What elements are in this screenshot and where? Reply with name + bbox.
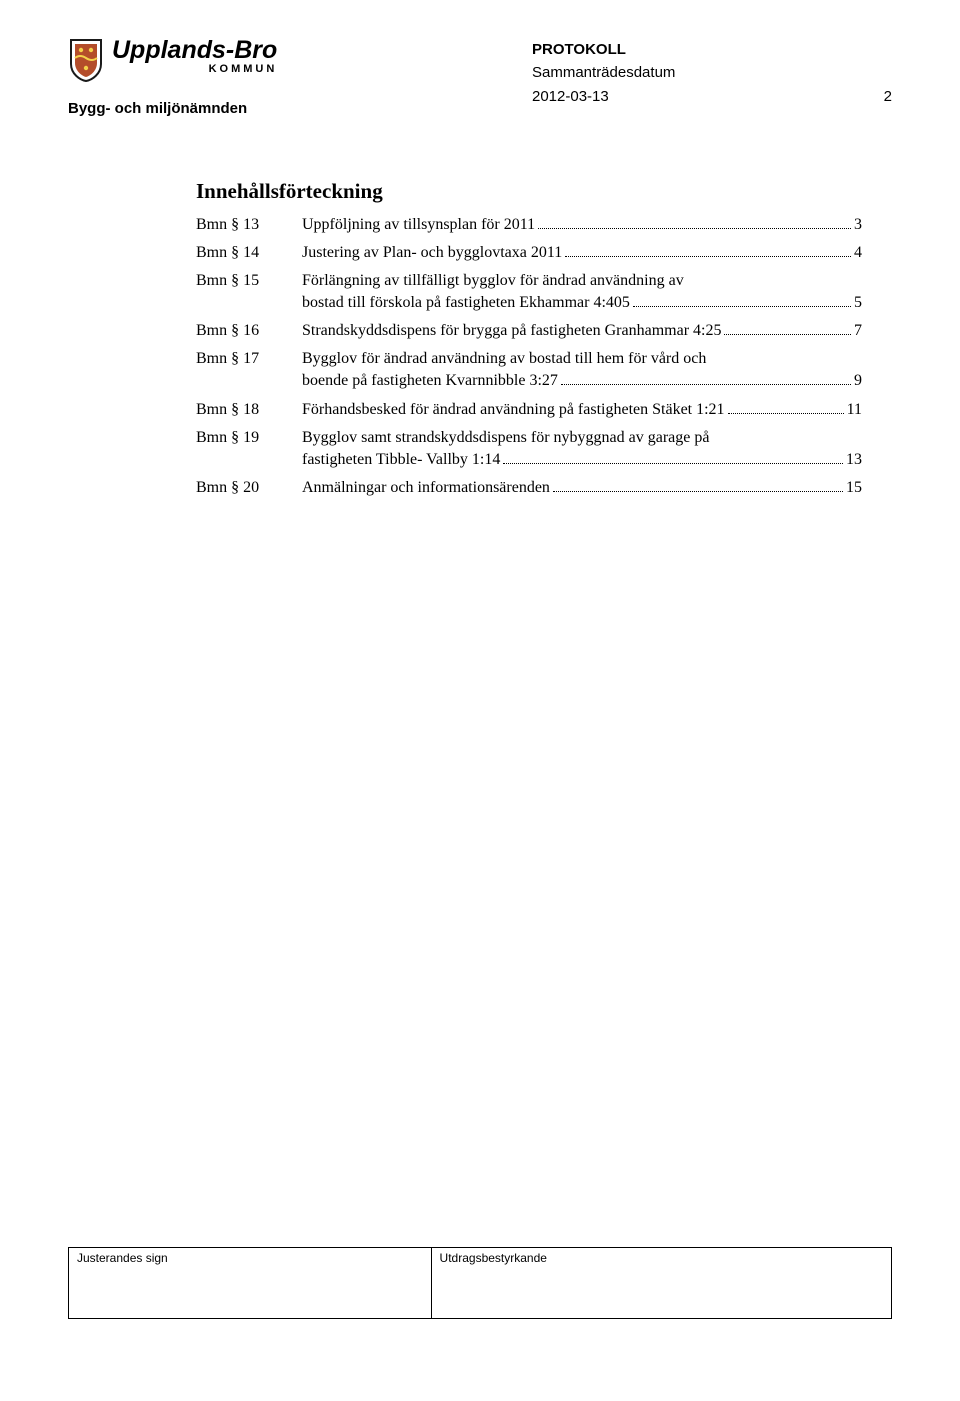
toc-leader-dots [565,246,851,257]
toc-entry-label: Bmn § 18 [196,399,302,421]
toc-entry-desc: Strandskyddsdispens för brygga på fastig… [302,320,862,342]
footer: Justerandes sign Utdragsbestyrkande [68,1247,892,1319]
toc-leader-dots [728,402,844,413]
toc-entry-line: Strandskyddsdispens för brygga på fastig… [302,320,862,342]
toc-list: Bmn § 13Uppföljning av tillsynsplan för … [196,214,862,499]
header: Upplands-Bro KOMMUN Bygg- och miljönämnd… [68,38,892,117]
toc-entry-label: Bmn § 16 [196,320,302,342]
page-number: 2 [884,85,892,108]
meeting-date-label: Sammanträdesdatum [532,61,675,84]
toc-entry-text: bostad till förskola på fastigheten Ekha… [302,292,630,314]
toc-entry-text: Bygglov samt strandskyddsdispens för nyb… [302,427,709,449]
footer-cert-cell: Utdragsbestyrkande [431,1247,892,1319]
toc-row: Bmn § 14Justering av Plan- och bygglovta… [196,242,862,264]
toc-row: Bmn § 17Bygglov för ändrad användning av… [196,348,862,392]
toc-entry-text: Justering av Plan- och bygglovtaxa 2011 [302,242,562,264]
header-left: Upplands-Bro KOMMUN Bygg- och miljönämnd… [68,38,277,117]
toc-entry-label: Bmn § 17 [196,348,302,392]
toc-entry-page: 13 [846,449,862,471]
toc-leader-dots [538,218,851,229]
protocol-label: PROTOKOLL [532,38,675,61]
toc-entry-label: Bmn § 14 [196,242,302,264]
footer-sign-cell: Justerandes sign [68,1247,431,1319]
toc-entry-desc: Förlängning av tillfälligt bygglov för ä… [302,270,862,314]
toc-entry-label: Bmn § 20 [196,477,302,499]
toc-entry-text: Förhandsbesked för ändrad användning på … [302,399,725,421]
logo-subname: KOMMUN [112,64,277,75]
toc-entry-page: 11 [847,399,862,421]
toc-entry-label: Bmn § 19 [196,427,302,471]
toc-entry-text: boende på fastigheten Kvarnnibble 3:27 [302,370,558,392]
toc-entry-page: 9 [854,370,862,392]
toc-entry-line: Justering av Plan- och bygglovtaxa 2011 4 [302,242,862,264]
page: Upplands-Bro KOMMUN Bygg- och miljönämnd… [0,0,960,1401]
header-right-text: PROTOKOLL Sammanträdesdatum 2012-03-13 [532,38,675,108]
toc-entry-page: 15 [846,477,862,499]
toc-leader-dots [633,296,851,307]
toc-entry-page: 3 [854,214,862,236]
toc-entry-desc: Anmälningar och informationsärenden 15 [302,477,862,499]
toc-entry-line: Bygglov för ändrad användning av bostad … [302,348,862,370]
footer-sign-label: Justerandes sign [77,1251,168,1265]
toc-entry-page: 7 [854,320,862,342]
toc-entry-desc: Bygglov för ändrad användning av bostad … [302,348,862,392]
toc-entry-line: fastigheten Tibble- Vallby 1:14 13 [302,449,862,471]
toc-row: Bmn § 20Anmälningar och informationsären… [196,477,862,499]
toc-entry-text: Uppföljning av tillsynsplan för 2011 [302,214,535,236]
toc-row: Bmn § 13Uppföljning av tillsynsplan för … [196,214,862,236]
toc-leader-dots [553,481,843,492]
toc-entry-text: fastigheten Tibble- Vallby 1:14 [302,449,500,471]
toc-row: Bmn § 15Förlängning av tillfälligt byggl… [196,270,862,314]
toc-row: Bmn § 19Bygglov samt strandskyddsdispens… [196,427,862,471]
footer-cert-label: Utdragsbestyrkande [440,1251,547,1265]
toc-entry-desc: Justering av Plan- och bygglovtaxa 2011 4 [302,242,862,264]
department-name: Bygg- och miljönämnden [68,100,277,117]
header-right: PROTOKOLL Sammanträdesdatum 2012-03-13 2 [532,38,892,108]
toc-entry-text: Förlängning av tillfälligt bygglov för ä… [302,270,684,292]
toc-entry-line: Förhandsbesked för ändrad användning på … [302,399,862,421]
toc-entry-desc: Förhandsbesked för ändrad användning på … [302,399,862,421]
toc-entry-line: bostad till förskola på fastigheten Ekha… [302,292,862,314]
toc-leader-dots [503,453,843,464]
logo-text: Upplands-Bro KOMMUN [112,38,277,75]
toc-row: Bmn § 18Förhandsbesked för ändrad använd… [196,399,862,421]
toc-entry-page: 5 [854,292,862,314]
toc-entry-page: 4 [854,242,862,264]
logo-block: Upplands-Bro KOMMUN [68,38,277,82]
toc-leader-dots [561,374,851,385]
toc-entry-line: Förlängning av tillfälligt bygglov för ä… [302,270,862,292]
toc-entry-text: Strandskyddsdispens för brygga på fastig… [302,320,721,342]
toc-entry-line: Bygglov samt strandskyddsdispens för nyb… [302,427,862,449]
toc-entry-text: Anmälningar och informationsärenden [302,477,550,499]
toc-entry-line: boende på fastigheten Kvarnnibble 3:27 9 [302,370,862,392]
toc-entry-line: Uppföljning av tillsynsplan för 2011 3 [302,214,862,236]
meeting-date: 2012-03-13 [532,85,675,108]
shield-icon [68,38,104,82]
toc-entry-label: Bmn § 15 [196,270,302,314]
toc-entry-label: Bmn § 13 [196,214,302,236]
toc-entry-desc: Uppföljning av tillsynsplan för 2011 3 [302,214,862,236]
toc-title: Innehållsförteckning [196,179,862,204]
toc-row: Bmn § 16Strandskyddsdispens för brygga p… [196,320,862,342]
toc-leader-dots [724,324,851,335]
toc-entry-desc: Bygglov samt strandskyddsdispens för nyb… [302,427,862,471]
content: Innehållsförteckning Bmn § 13Uppföljning… [196,179,862,499]
toc-entry-text: Bygglov för ändrad användning av bostad … [302,348,706,370]
logo-name: Upplands-Bro [112,38,277,63]
toc-entry-line: Anmälningar och informationsärenden 15 [302,477,862,499]
